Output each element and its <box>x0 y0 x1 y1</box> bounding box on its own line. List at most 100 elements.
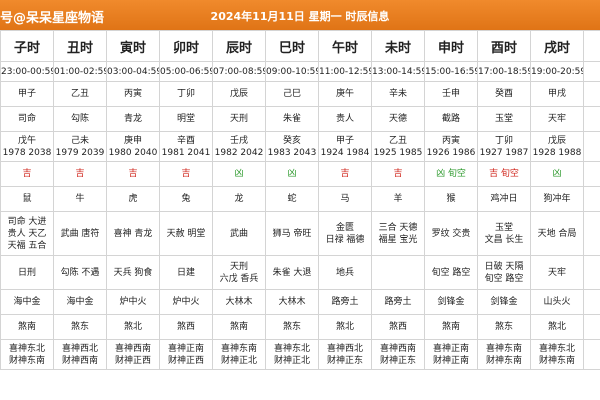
table-cell: 武曲 唐符 <box>53 211 107 256</box>
cut-cell <box>583 81 600 107</box>
table-cell: 喜神西南 财神正东 <box>371 339 425 370</box>
cell-line: 罗纹 交贵 <box>431 228 471 239</box>
table-cell: 喜神正南 财神正西 <box>159 339 213 370</box>
table-cell: 截路 <box>424 106 478 132</box>
cell-line: 1926 1986 <box>426 147 476 158</box>
table-cell: 煞北 <box>106 314 160 340</box>
table-cell: 猴 <box>424 186 478 212</box>
cell-line: 壬申 <box>441 89 460 99</box>
cell-line: 三合 天德 <box>378 222 418 233</box>
page-title: 2024年11月11日 星期一 时辰信息 <box>210 10 390 23</box>
cell-line: 煞东 <box>70 322 89 332</box>
table-cell: 戊辰 <box>212 81 266 107</box>
cell-line: 己未 <box>70 135 89 146</box>
table-cell: 05:00-06:59 <box>159 61 213 82</box>
cell-line: 1981 2041 <box>161 147 211 158</box>
table-row: 海中金 海中金 炉中火 炉中火 大林木 大林木 路旁土 路旁土 剑锋金 剑锋金 山头火 <box>0 289 600 315</box>
cell-line: 煞东 <box>282 322 301 332</box>
cell-line: 甲戌 <box>547 89 566 99</box>
cell-line: 吉 <box>340 169 350 179</box>
cell-line: 文昌 长生 <box>484 234 524 245</box>
cell-line: 日禄 福德 <box>325 234 365 245</box>
table-cell: 17:00-18:59 <box>477 61 531 82</box>
cell-line: 天福 五合 <box>7 240 47 251</box>
table-cell: 鼠 <box>0 186 54 212</box>
table-cell: 吉 <box>0 161 54 187</box>
column-header: 子时 <box>0 30 54 62</box>
table-cell: 日破 天隔 旬空 路空 <box>477 255 531 290</box>
table-cell: 01:00-02:59 <box>53 61 107 82</box>
cell-line: 辛酉 <box>176 135 195 146</box>
cell-line: 日刑 <box>17 267 36 278</box>
cell-line: 煞南 <box>17 322 36 332</box>
cell-line: 甲子 <box>17 89 36 99</box>
table-cell: 明堂 <box>159 106 213 132</box>
site-name: 号@呆呆星座物语 <box>0 11 105 26</box>
table-cell: 喜神东南 财神正北 <box>212 339 266 370</box>
column-header: 未时 <box>371 30 425 62</box>
table-cell: 吉 旬空 <box>477 161 531 187</box>
cell-line: 财神正东 <box>379 355 416 366</box>
cell-line: 1978 2038 <box>2 147 52 158</box>
cell-line: 狮马 帝旺 <box>272 228 312 239</box>
cell-line: 吉 <box>75 169 85 179</box>
table-cell: 天德 <box>371 106 425 132</box>
cell-line: 喜神东南 <box>485 343 522 354</box>
cell-line: 武曲 唐符 <box>60 228 100 239</box>
table-row: 吉 吉 吉 吉 凶 凶 吉 吉 凶 旬空 吉 旬空 凶 <box>0 161 600 187</box>
cut-cell <box>583 255 600 290</box>
cell-line: 蛇 <box>287 194 297 204</box>
cell-line: 炉中火 <box>119 297 147 307</box>
table-cell <box>371 255 425 290</box>
cell-line: 1982 2042 <box>214 147 264 158</box>
table-cell: 日刑 <box>0 255 54 290</box>
cell-line: 癸酉 <box>494 89 513 99</box>
cell-line: 戊辰 <box>547 135 566 146</box>
column-header: 巳时 <box>265 30 319 62</box>
table-cell: 朱雀 大退 <box>265 255 319 290</box>
table-cell: 己未 1979 2039 <box>53 131 107 162</box>
table-cell: 金匮 日禄 福德 <box>318 211 372 256</box>
table-cell: 司命 大进 贵人 天乙 天福 五合 <box>0 211 54 256</box>
cut-cell <box>583 61 600 82</box>
cell-line: 炉中火 <box>172 297 200 307</box>
cut-column <box>583 30 600 62</box>
table-cell: 天牢 <box>530 255 584 290</box>
table-cell: 天兵 狗食 <box>106 255 160 290</box>
cell-line: 青龙 <box>123 114 142 124</box>
cell-line: 1980 2040 <box>108 147 158 158</box>
cell-line: 喜神东北 <box>8 343 45 354</box>
table-cell: 己巳 <box>265 81 319 107</box>
cell-line: 13:00-14:59 <box>372 66 425 77</box>
table-cell: 马 <box>318 186 372 212</box>
cell-line: 六戊 香兵 <box>219 273 259 284</box>
cut-cell <box>583 289 600 315</box>
table-cell: 兔 <box>159 186 213 212</box>
table-cell: 13:00-14:59 <box>371 61 425 82</box>
table-cell: 天牢 <box>530 106 584 132</box>
table-cell: 03:00-04:59 <box>106 61 160 82</box>
table-cell: 路旁土 <box>318 289 372 315</box>
table-cell: 喜神正南 财神正南 <box>424 339 478 370</box>
cell-line: 戊午 <box>17 135 36 146</box>
table-cell: 龙 <box>212 186 266 212</box>
table-cell: 剑锋金 <box>477 289 531 315</box>
cell-line: 煞西 <box>176 322 195 332</box>
table-row: 喜神东北 财神东南 喜神西北 财神西南 喜神西南 财神正西 喜神正南 财神正西 喜神东南 财神正北… <box>0 339 600 370</box>
cell-line: 武曲 <box>229 228 248 239</box>
cell-line: 贵人 天乙 <box>7 228 47 239</box>
cell-line: 喜神西北 <box>326 343 363 354</box>
cell-line: 煞南 <box>441 322 460 332</box>
table-cell: 喜神东北 财神正北 <box>265 339 319 370</box>
table-cell: 11:00-12:59 <box>318 61 372 82</box>
cell-line: 天地 合局 <box>537 228 577 239</box>
cell-line: 丁卯 <box>494 135 513 146</box>
table-cell: 朱雀 <box>265 106 319 132</box>
cell-line: 01:00-02:59 <box>54 66 107 77</box>
cell-line: 煞北 <box>547 322 566 332</box>
column-header: 卯时 <box>159 30 213 62</box>
table-cell: 大林木 <box>265 289 319 315</box>
table-cell: 炉中火 <box>106 289 160 315</box>
cell-line: 壬戌 <box>229 135 248 146</box>
table-cell: 青龙 <box>106 106 160 132</box>
